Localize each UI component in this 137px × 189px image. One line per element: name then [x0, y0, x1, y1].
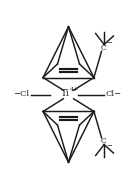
Text: C: C — [100, 137, 106, 145]
Text: Ti: Ti — [61, 89, 70, 98]
Text: −: − — [106, 39, 112, 47]
Text: Cl−: Cl− — [106, 90, 122, 98]
Text: −Cl: −Cl — [13, 90, 29, 98]
Text: C: C — [100, 44, 106, 52]
Text: 4+: 4+ — [70, 87, 79, 92]
Text: −: − — [106, 142, 112, 150]
